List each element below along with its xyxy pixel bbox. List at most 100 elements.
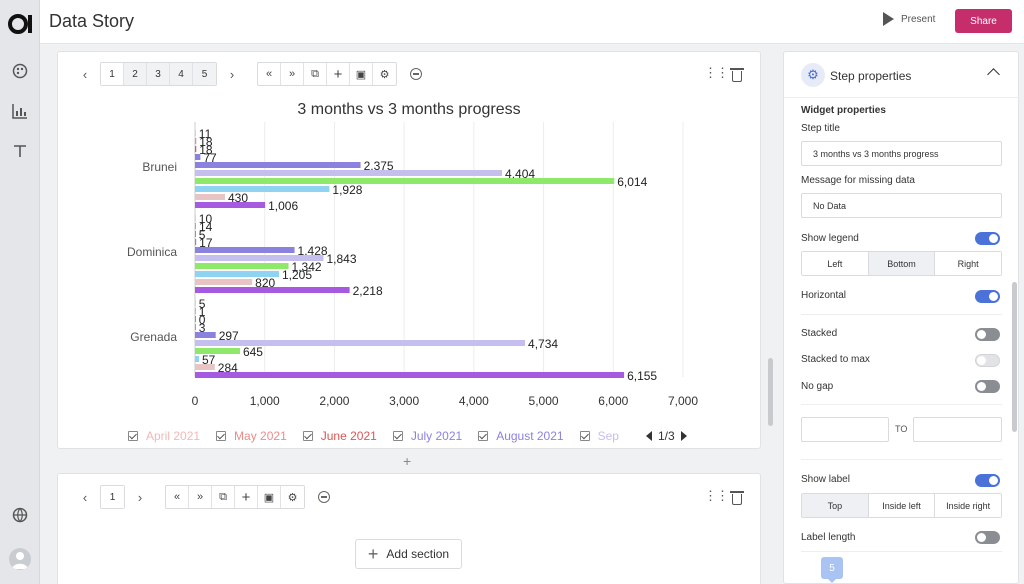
bar[interactable] xyxy=(195,162,361,168)
drag-handle-icon[interactable]: ⋮⋮ xyxy=(704,65,729,80)
no-gap-toggle[interactable] xyxy=(975,380,1000,393)
bar[interactable] xyxy=(195,138,197,144)
bar[interactable] xyxy=(195,340,526,346)
prev-page-button[interactable]: ‹ xyxy=(82,489,88,505)
step-title-input[interactable]: 3 months vs 3 months progress xyxy=(801,141,1002,166)
show-legend-toggle[interactable] xyxy=(975,232,1000,245)
label_positions-option-inside-left[interactable]: Inside left xyxy=(868,494,936,517)
page-1-button[interactable]: 1 xyxy=(101,63,124,85)
bar[interactable] xyxy=(195,255,324,261)
legend-item[interactable]: August 2021 xyxy=(478,429,564,443)
main-scrollbar[interactable] xyxy=(768,358,773,426)
plus-icon[interactable]: + xyxy=(327,63,350,85)
page-4-button[interactable]: 4 xyxy=(170,63,193,85)
bar[interactable] xyxy=(195,316,196,322)
legend-item[interactable]: April 2021 xyxy=(128,429,200,443)
bar[interactable] xyxy=(195,247,295,253)
checkbox-icon[interactable] xyxy=(392,431,403,441)
stacked-max-toggle[interactable] xyxy=(975,354,1000,367)
link-settings-icon[interactable]: ⚙ xyxy=(287,491,298,504)
bar[interactable] xyxy=(195,186,330,192)
label_positions-option-inside-right[interactable]: Inside right xyxy=(935,494,1002,517)
bar[interactable] xyxy=(195,324,196,330)
bar[interactable] xyxy=(195,202,266,208)
page-1-button[interactable]: 1 xyxy=(101,486,124,508)
show-label-toggle[interactable] xyxy=(975,474,1000,487)
legend-item[interactable]: Sep xyxy=(579,429,619,443)
label_positions-option-top[interactable]: Top xyxy=(802,494,869,517)
drag-handle-icon[interactable]: ⋮⋮ xyxy=(704,488,729,503)
next-page-button[interactable]: › xyxy=(229,66,235,82)
first-icon[interactable]: « xyxy=(166,486,189,508)
logo-icon[interactable] xyxy=(8,12,34,36)
plus-icon[interactable]: + xyxy=(235,486,258,508)
bar[interactable] xyxy=(195,332,216,338)
bar[interactable] xyxy=(195,170,503,176)
last-icon[interactable]: » xyxy=(189,486,212,508)
legend-prev-icon[interactable] xyxy=(646,431,652,441)
add-between-icon[interactable]: + xyxy=(403,453,412,469)
legend_positions-option-right[interactable]: Right xyxy=(935,252,1002,275)
globe-icon[interactable] xyxy=(11,506,29,524)
delete-icon[interactable] xyxy=(730,68,744,82)
bar[interactable] xyxy=(195,130,196,136)
bar[interactable] xyxy=(195,279,253,285)
checkbox-icon[interactable] xyxy=(579,431,590,441)
panel-scrollbar[interactable] xyxy=(1012,282,1017,432)
page-2-button[interactable]: 2 xyxy=(124,63,147,85)
duplicate-icon[interactable]: ▣ xyxy=(350,63,373,85)
legend_positions-option-left[interactable]: Left xyxy=(802,252,869,275)
first-icon[interactable]: « xyxy=(258,63,281,85)
bar[interactable] xyxy=(195,263,289,269)
bar[interactable] xyxy=(195,308,196,314)
copy-icon[interactable]: ⧉ xyxy=(304,63,327,85)
bar[interactable] xyxy=(195,223,196,229)
bar[interactable] xyxy=(195,215,196,221)
page-3-button[interactable]: 3 xyxy=(147,63,170,85)
checkbox-icon[interactable] xyxy=(216,431,227,441)
remove-page-button[interactable] xyxy=(313,485,335,509)
text-icon[interactable] xyxy=(11,142,29,160)
bar[interactable] xyxy=(195,348,240,354)
bar[interactable] xyxy=(195,300,196,306)
horizontal-toggle[interactable] xyxy=(975,290,1000,303)
copy-icon[interactable]: ⧉ xyxy=(212,486,235,508)
legend-item[interactable]: July 2021 xyxy=(392,429,462,443)
duplicate-icon[interactable]: ▣ xyxy=(258,486,281,508)
missing-data-input[interactable]: No Data xyxy=(801,193,1002,218)
checkbox-icon[interactable] xyxy=(302,431,313,441)
page-5-button[interactable]: 5 xyxy=(193,63,216,85)
collapse-icon[interactable] xyxy=(987,68,1000,81)
bar[interactable] xyxy=(195,287,350,293)
last-icon[interactable]: » xyxy=(281,63,304,85)
bar[interactable] xyxy=(195,271,280,277)
avatar[interactable] xyxy=(9,548,31,570)
next-page-button[interactable]: › xyxy=(137,489,143,505)
bar[interactable] xyxy=(195,178,615,184)
label-length-slider-value[interactable]: 5 xyxy=(821,557,843,583)
checkbox-icon[interactable] xyxy=(128,431,138,441)
delete-icon[interactable] xyxy=(730,491,744,505)
bar[interactable] xyxy=(195,364,215,370)
palette-icon[interactable] xyxy=(11,62,29,80)
present-button[interactable]: Present xyxy=(883,12,935,26)
remove-page-button[interactable] xyxy=(405,62,427,86)
share-button[interactable]: Share xyxy=(955,9,1012,33)
stacked-toggle[interactable] xyxy=(975,328,1000,341)
range-from-input[interactable] xyxy=(801,417,889,442)
legend_positions-option-bottom[interactable]: Bottom xyxy=(868,252,936,275)
range-to-input[interactable] xyxy=(913,417,1002,442)
bar[interactable] xyxy=(195,154,201,160)
bar[interactable] xyxy=(195,239,197,245)
bar[interactable] xyxy=(195,372,625,378)
add-section-button[interactable]: + Add section xyxy=(355,539,462,569)
prev-page-button[interactable]: ‹ xyxy=(82,66,88,82)
bar[interactable] xyxy=(195,146,197,152)
label-length-toggle[interactable] xyxy=(975,531,1000,544)
bar[interactable] xyxy=(195,231,196,237)
legend-item[interactable]: May 2021 xyxy=(216,429,287,443)
link-settings-icon[interactable]: ⚙ xyxy=(379,68,390,81)
bar-chart-icon[interactable] xyxy=(11,102,29,120)
bar[interactable] xyxy=(195,194,225,200)
checkbox-icon[interactable] xyxy=(478,431,489,441)
